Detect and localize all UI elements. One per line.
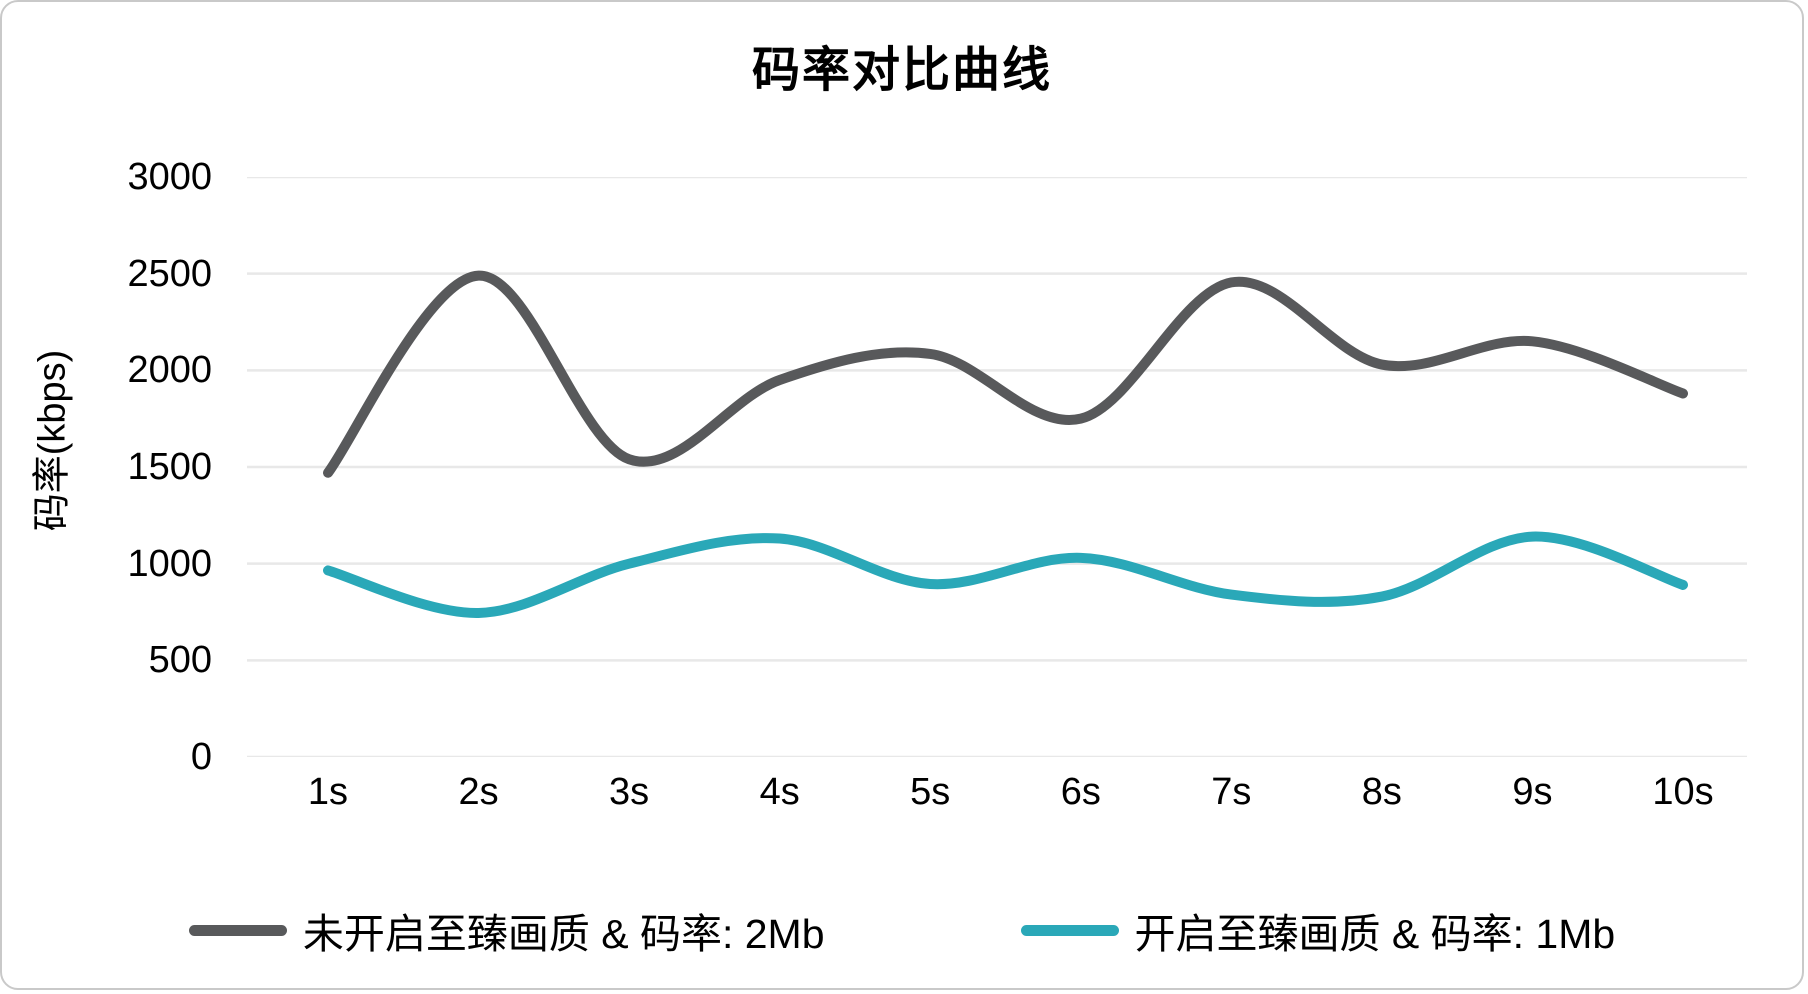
y-tick-label: 1000 (127, 542, 212, 585)
y-tick-label: 0 (190, 736, 212, 778)
x-tick-label: 10s (1652, 771, 1714, 813)
y-tick-label: 500 (148, 639, 212, 682)
x-tick-label: 2s (458, 771, 499, 813)
x-tick-label: 1s (307, 771, 349, 813)
y-tick-label: 2000 (127, 349, 212, 392)
legend-label: 未开启至臻画质 & 码率: 2Mb (302, 911, 825, 957)
chart-title: 码率对比曲线 (751, 44, 1052, 97)
legend-line-swatch (188, 924, 287, 936)
legend-item-1: 开启至臻画质 & 码率: 1Mb (1020, 900, 1616, 960)
series-line-1 (323, 531, 1688, 618)
x-tick-label: 3s (609, 771, 650, 813)
y-tick-label: 1500 (127, 446, 212, 488)
x-tick-label: 5s (910, 771, 951, 813)
legend: 未开启至臻画质 & 码率: 2Mb 开启至臻画质 & 码率: 1Mb (2, 900, 1802, 960)
y-tick-label: 2500 (127, 252, 212, 295)
series-line-0 (323, 270, 1688, 478)
x-tick-label: 6s (1060, 771, 1101, 813)
y-tick-label: 3000 (127, 156, 212, 198)
x-tick-label: 9s (1512, 771, 1553, 813)
x-tick-label: 4s (759, 771, 800, 813)
legend-label: 开启至臻画质 & 码率: 1Mb (1134, 911, 1616, 957)
x-tick-label: 7s (1211, 771, 1252, 813)
plot-area (247, 177, 1747, 757)
x-tick-label: 8s (1361, 771, 1402, 813)
legend-line-swatch (1020, 924, 1119, 936)
legend-item-0: 未开启至臻画质 & 码率: 2Mb (188, 900, 825, 960)
